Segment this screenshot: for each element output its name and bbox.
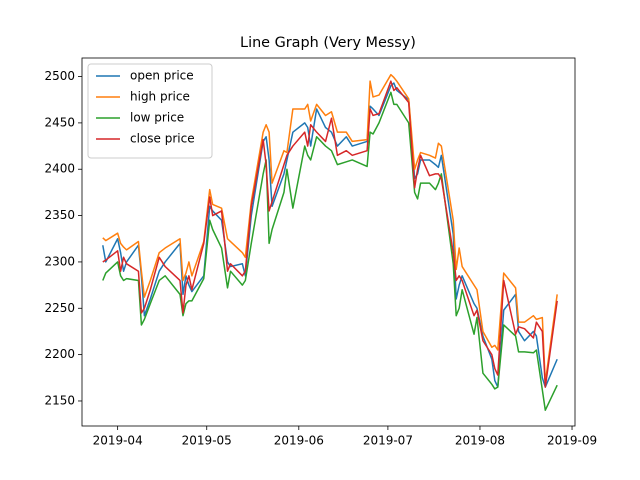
y-tick-label: 2450 (44, 115, 75, 129)
legend-label: close price (130, 132, 195, 146)
plot-frame (81, 57, 576, 427)
legend: open price high price low price close price (87, 63, 213, 159)
y-tick-label: 2250 (44, 301, 75, 315)
series-line (102, 80, 558, 388)
legend-label: low price (130, 111, 184, 125)
y-tick-label: 2150 (44, 393, 75, 407)
y-tick-label: 2300 (44, 254, 75, 268)
x-tick-label: 2019-08 (455, 434, 505, 448)
x-tick-label: 2019-06 (274, 434, 324, 448)
x-tick-label: 2019-07 (363, 434, 413, 448)
legend-label: open price (130, 69, 194, 83)
series-line (102, 91, 558, 411)
y-tick-label: 2350 (44, 208, 75, 222)
series-line (102, 73, 558, 384)
y-tick-label: 2400 (44, 162, 75, 176)
chart-title: Line Graph (Very Messy) (240, 35, 416, 51)
legend-label: high price (130, 90, 190, 104)
x-tick-label: 2019-04 (93, 434, 143, 448)
y-tick-label: 2200 (44, 347, 75, 361)
x-tick-label: 2019-05 (182, 434, 232, 448)
y-tick-label: 2500 (44, 69, 75, 83)
legend-box (87, 63, 213, 159)
x-tick-label: 2019-09 (547, 434, 597, 448)
